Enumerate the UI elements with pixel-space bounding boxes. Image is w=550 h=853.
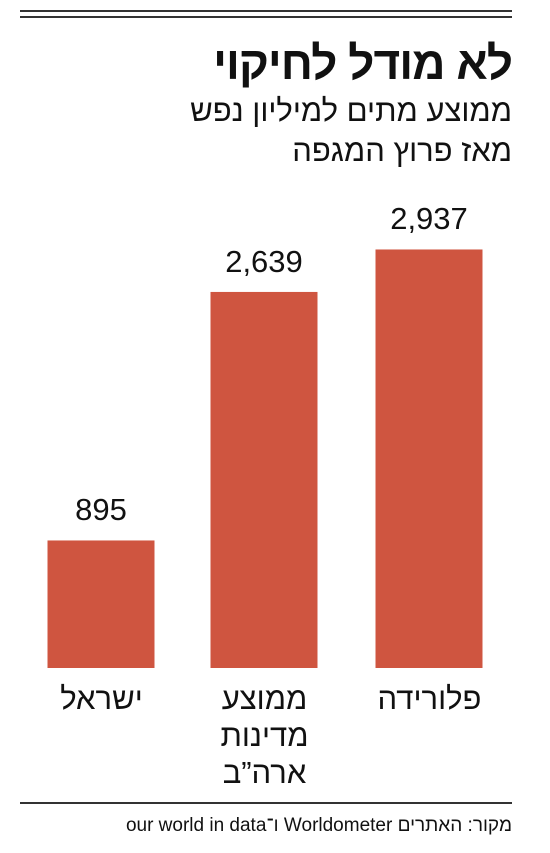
- x-tick-label: פלורידה: [377, 681, 482, 716]
- value-label: 2,937: [390, 201, 468, 237]
- bottom-rule: [20, 802, 512, 804]
- bar: [47, 540, 155, 668]
- x-tick-label: ישראל: [60, 681, 143, 716]
- subtitle: ממוצע מתים למיליון נפש: [190, 93, 512, 128]
- x-tick-label: ממוצע מדינות ארה”ב: [220, 681, 309, 790]
- subtitle: מאז פרוץ המגפה: [292, 133, 512, 168]
- source-note: מקור: האתרים Worldometer ו־our world in …: [125, 815, 512, 836]
- bar: [375, 249, 483, 669]
- bar: [210, 291, 318, 668]
- top-rule: [20, 10, 512, 12]
- value-label: 895: [75, 492, 127, 528]
- top-rule: [20, 16, 512, 18]
- chart-title: לא מודל לחיקוי: [213, 37, 513, 89]
- value-label: 2,639: [225, 243, 303, 279]
